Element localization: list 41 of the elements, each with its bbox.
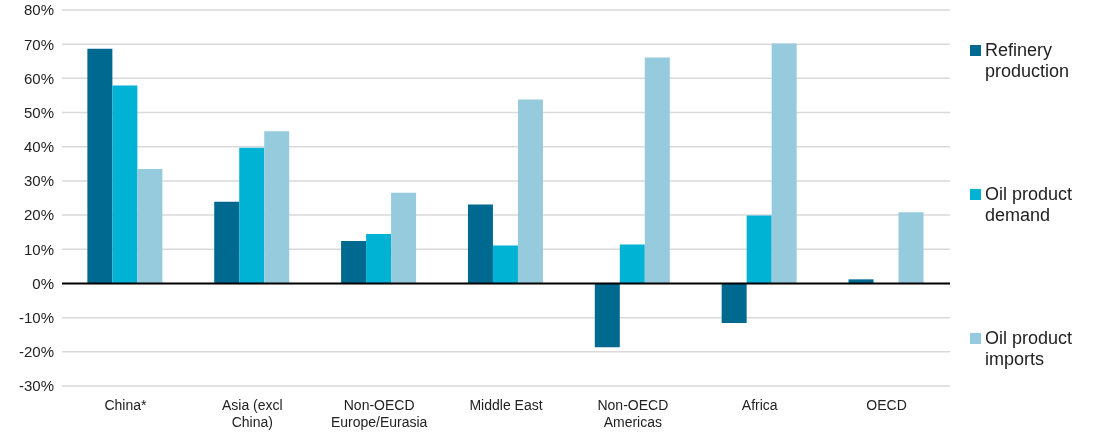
y-tick-label: 50% xyxy=(23,103,54,121)
bar xyxy=(214,201,240,284)
x-tick-label: Middle East xyxy=(469,397,543,413)
bar xyxy=(467,204,493,284)
x-tick-label: Non-OECD Europe/Eurasia xyxy=(330,397,428,430)
y-tick-label: 70% xyxy=(23,35,54,53)
bar xyxy=(746,215,772,284)
bar xyxy=(239,147,265,284)
bar xyxy=(391,192,417,284)
y-tick-label: -20% xyxy=(18,343,54,361)
bar xyxy=(898,212,924,284)
y-tick-label: 20% xyxy=(23,206,54,224)
y-tick-label: -10% xyxy=(18,308,54,326)
y-tick-label: 40% xyxy=(23,138,54,156)
x-tick-label: China* xyxy=(104,397,147,413)
bar xyxy=(644,57,670,284)
legend-label: Oil product demand xyxy=(985,184,1073,226)
bar xyxy=(87,48,113,284)
legend-label: Refinery production xyxy=(985,40,1070,82)
bar xyxy=(517,99,543,284)
bar xyxy=(112,85,138,284)
x-tick-label: OECD xyxy=(866,397,907,413)
bar xyxy=(492,245,518,284)
bar xyxy=(594,283,620,348)
x-tick-label: Africa xyxy=(741,397,778,413)
y-tick-label: 60% xyxy=(23,69,54,87)
bar xyxy=(771,43,797,284)
legend-label: Oil product imports xyxy=(985,328,1073,370)
bar xyxy=(137,168,163,284)
bar xyxy=(721,283,747,324)
bar xyxy=(341,241,367,284)
y-tick-label: -30% xyxy=(18,377,54,395)
bar xyxy=(619,244,645,284)
bar xyxy=(264,131,290,284)
bar xyxy=(366,233,392,284)
x-tick-label: Asia (excl China) xyxy=(221,397,283,430)
y-tick-label: 30% xyxy=(23,172,54,190)
y-tick-label: 0% xyxy=(32,274,54,292)
y-tick-label: 80% xyxy=(23,1,54,19)
y-tick-label: 10% xyxy=(23,240,54,258)
x-tick-label: Non-OECD Americas xyxy=(597,397,669,430)
